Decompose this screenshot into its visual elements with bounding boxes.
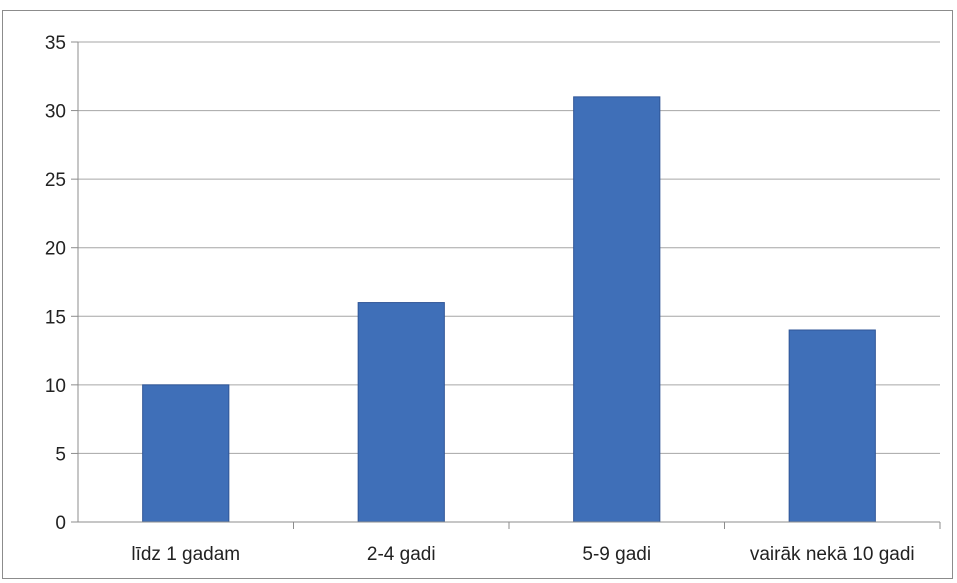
- y-tick-label-10: 10: [45, 376, 66, 397]
- bars: [142, 96, 876, 523]
- bar-1: [142, 384, 230, 523]
- y-tick-label-5: 5: [55, 444, 66, 465]
- y-tick-label-35: 35: [45, 33, 66, 54]
- x-category-label-4: vairāk nekā 10 gadi: [750, 544, 915, 565]
- y-tick-labels: 0 5 10 15 20 25 30 35: [45, 33, 66, 534]
- bar-4: [788, 329, 876, 523]
- y-tick-label-25: 25: [45, 170, 66, 191]
- x-category-labels: līdz 1 gadam 2-4 gadi 5-9 gadi vairāk nekā …: [131, 544, 914, 565]
- x-category-label-3: 5-9 gadi: [582, 544, 651, 565]
- axes: [71, 41, 941, 529]
- bar-3: [573, 96, 661, 523]
- y-tick-label-15: 15: [45, 307, 66, 328]
- bar-2: [357, 302, 445, 523]
- y-tick-label-0: 0: [55, 513, 66, 534]
- y-tick-label-30: 30: [45, 102, 66, 123]
- y-tick-label-20: 20: [45, 239, 66, 260]
- x-category-label-2: 2-4 gadi: [367, 544, 436, 565]
- x-category-label-1: līdz 1 gadam: [131, 544, 240, 565]
